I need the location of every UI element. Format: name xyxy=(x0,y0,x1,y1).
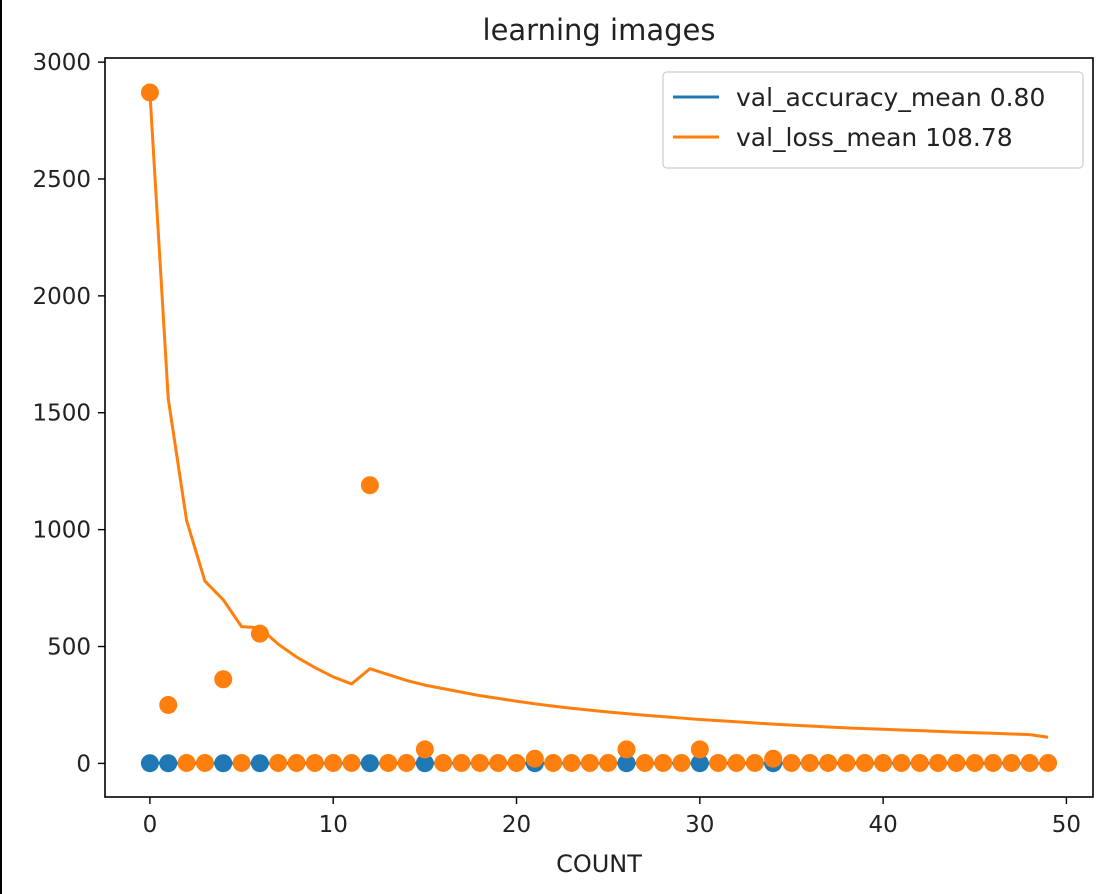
scatter-point xyxy=(214,754,233,773)
y-tick-label: 1500 xyxy=(32,401,91,427)
scatter-point xyxy=(947,753,966,772)
scatter-point xyxy=(800,753,819,772)
chart-title: learning images xyxy=(483,13,716,47)
scatter-point xyxy=(727,753,746,772)
scatter-point xyxy=(837,753,856,772)
scatter-point xyxy=(250,624,269,643)
scatter-point xyxy=(415,740,434,759)
scatter-point xyxy=(855,753,874,772)
scatter-point xyxy=(1002,753,1021,772)
scatter-point xyxy=(379,753,398,772)
scatter-point xyxy=(250,754,269,773)
y-tick-label: 500 xyxy=(47,635,91,661)
scatter-point xyxy=(745,753,764,772)
scatter-point xyxy=(709,753,728,772)
scatter-point xyxy=(287,753,306,772)
legend-label: val_accuracy_mean 0.80 xyxy=(736,83,1045,112)
scatter-point xyxy=(562,753,581,772)
scatter-point xyxy=(195,753,214,772)
scatter-point xyxy=(269,753,288,772)
scatter-point xyxy=(452,753,471,772)
scatter-point xyxy=(140,83,159,102)
scatter-point xyxy=(617,740,636,759)
scatter-point xyxy=(1039,753,1058,772)
x-tick-label: 50 xyxy=(1052,812,1081,838)
plot-area xyxy=(140,83,1058,773)
scatter-point xyxy=(507,753,526,772)
scatter-point xyxy=(764,749,783,768)
scatter-point xyxy=(232,753,251,772)
x-axis-label: COUNT xyxy=(556,850,642,878)
scatter-point xyxy=(929,753,948,772)
scatter-point xyxy=(617,754,636,773)
legend-label: val_loss_mean 108.78 xyxy=(736,123,1013,152)
scatter-point xyxy=(360,754,379,773)
scatter-point xyxy=(544,753,563,772)
scatter-point xyxy=(1020,753,1039,772)
scatter-point xyxy=(397,753,416,772)
scatter-point xyxy=(910,753,929,772)
axes-frame xyxy=(104,57,1094,798)
scatter-point xyxy=(470,753,489,772)
scatter-point xyxy=(965,753,984,772)
scatter-point xyxy=(434,753,453,772)
legend-box xyxy=(662,71,1084,169)
scatter-point xyxy=(782,753,801,772)
scatter-point xyxy=(489,753,508,772)
y-tick-label: 1000 xyxy=(32,518,91,544)
scatter-point xyxy=(342,753,361,772)
scatter-point xyxy=(415,754,434,773)
scatter-point xyxy=(580,753,599,772)
y-tick-label: 3000 xyxy=(32,50,91,76)
scatter-point xyxy=(984,753,1003,772)
scatter-point xyxy=(214,670,233,689)
scatter-point xyxy=(159,754,178,773)
scatter-point xyxy=(360,476,379,495)
scatter-point xyxy=(690,740,709,759)
x-tick-label: 0 xyxy=(143,812,158,838)
x-tick-label: 20 xyxy=(502,812,531,838)
scatter-point xyxy=(177,753,196,772)
x-tick-label: 30 xyxy=(685,812,714,838)
y-tick-label: 2000 xyxy=(32,284,91,310)
scatter-point xyxy=(635,753,654,772)
figure-left-border xyxy=(0,0,2,894)
x-tick-label: 10 xyxy=(319,812,348,838)
scatter-point xyxy=(599,753,618,772)
scatter-point xyxy=(140,754,159,773)
scatter-point xyxy=(672,753,691,772)
y-tick-label: 0 xyxy=(76,751,91,777)
scatter-point xyxy=(324,753,343,772)
scatter-point xyxy=(819,753,838,772)
scatter-point xyxy=(874,753,893,772)
legend: val_accuracy_mean 0.80 val_loss_mean 108.… xyxy=(662,71,1084,169)
scatter-point xyxy=(525,749,544,768)
scatter-point xyxy=(892,753,911,772)
scatter-point xyxy=(690,754,709,773)
scatter-point xyxy=(654,753,673,772)
scatter-point xyxy=(305,753,324,772)
x-tick-label: 40 xyxy=(868,812,897,838)
scatter-point xyxy=(159,695,178,714)
series-line-1 xyxy=(148,92,1049,739)
y-tick-label: 2500 xyxy=(32,167,91,193)
